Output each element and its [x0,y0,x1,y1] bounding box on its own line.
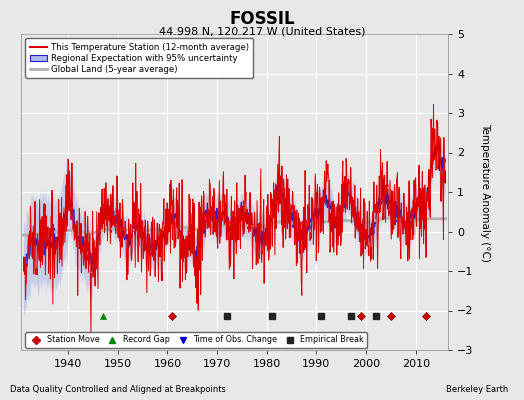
Text: Berkeley Earth: Berkeley Earth [446,385,508,394]
Legend: Station Move, Record Gap, Time of Obs. Change, Empirical Break: Station Move, Record Gap, Time of Obs. C… [25,332,367,348]
Text: 44.998 N, 120.217 W (United States): 44.998 N, 120.217 W (United States) [159,26,365,36]
Y-axis label: Temperature Anomaly (°C): Temperature Anomaly (°C) [480,122,490,262]
Text: FOSSIL: FOSSIL [229,10,295,28]
Text: Data Quality Controlled and Aligned at Breakpoints: Data Quality Controlled and Aligned at B… [10,385,226,394]
